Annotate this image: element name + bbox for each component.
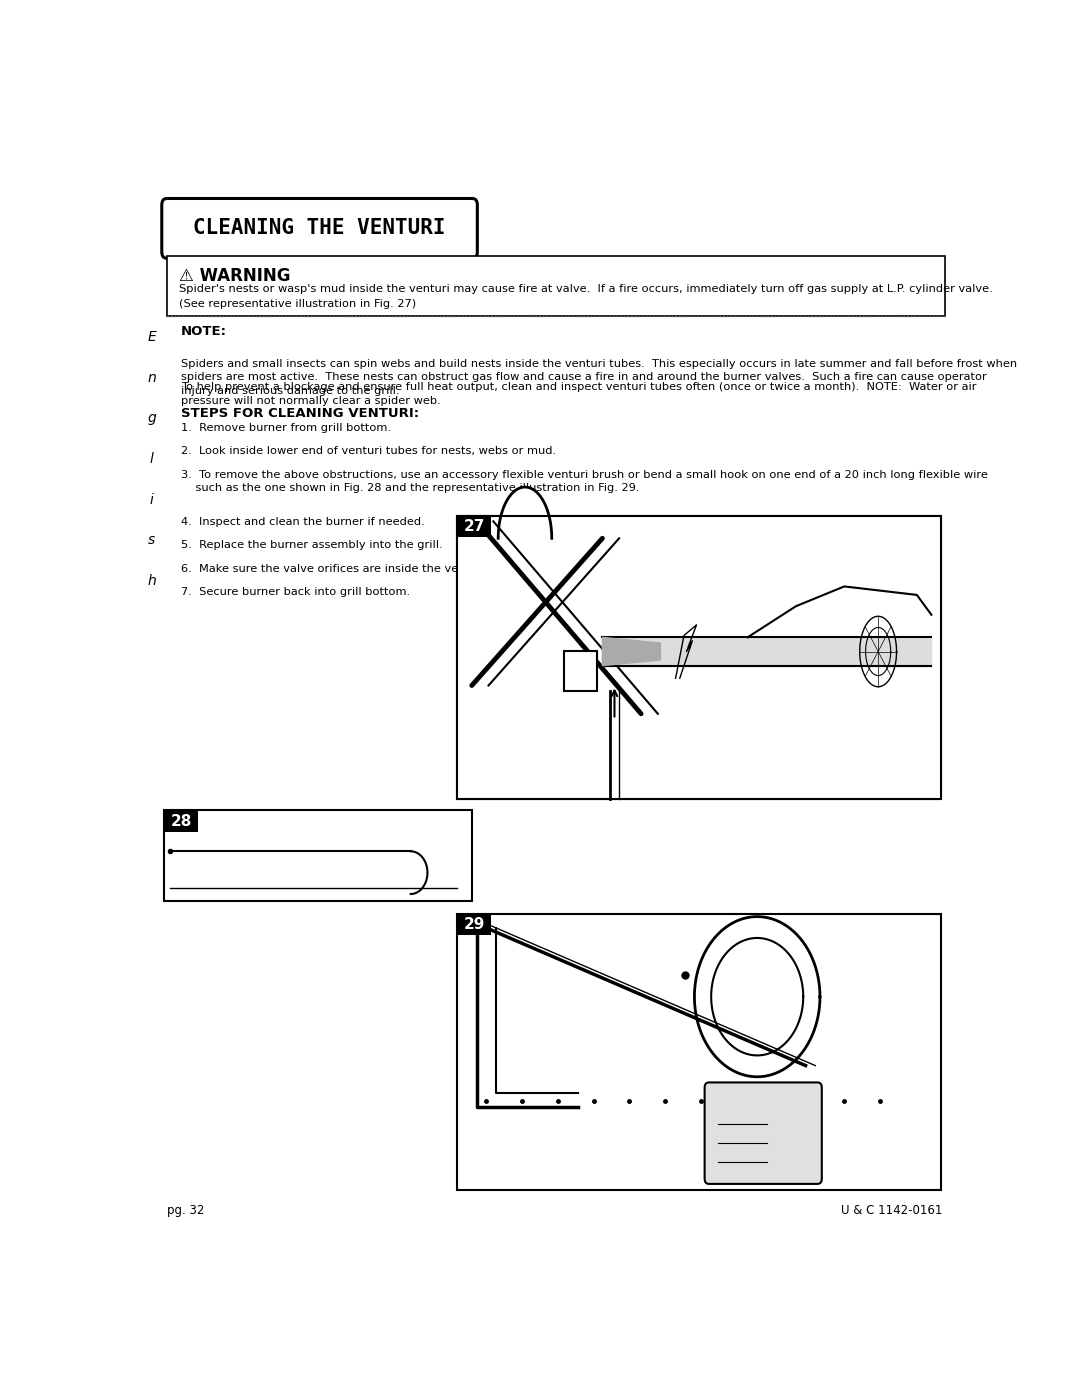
Text: s: s (148, 533, 156, 548)
Text: 6.  Make sure the valve orifices are inside the venturi tubes.: 6. Make sure the valve orifices are insi… (181, 563, 525, 574)
Bar (164, 810, 472, 902)
Text: ⚠ WARNING: ⚠ WARNING (179, 266, 291, 284)
Bar (457, 516, 941, 799)
Bar (457, 914, 490, 935)
Text: i: i (150, 492, 153, 506)
Text: CLEANING THE VENTURI: CLEANING THE VENTURI (193, 218, 446, 239)
Text: NOTE:: NOTE: (181, 325, 227, 337)
FancyBboxPatch shape (704, 1082, 822, 1184)
Text: (See representative illustration in Fig. 27): (See representative illustration in Fig.… (179, 298, 417, 309)
Bar (457, 516, 490, 537)
Bar (457, 914, 941, 1190)
Text: g: g (147, 412, 157, 426)
Bar (457, 516, 490, 537)
Polygon shape (603, 638, 661, 666)
Text: 5.  Replace the burner assembly into the grill.: 5. Replace the burner assembly into the … (181, 541, 443, 551)
Text: 1.  Remove burner from grill bottom.: 1. Remove burner from grill bottom. (181, 423, 391, 433)
Bar (457, 516, 941, 799)
Text: To help prevent a blockage and ensure full heat output, clean and inspect ventur: To help prevent a blockage and ensure fu… (181, 383, 976, 406)
Text: 2.  Look inside lower end of venturi tubes for nests, webs or mud.: 2. Look inside lower end of venturi tube… (181, 447, 556, 456)
Text: l: l (150, 452, 153, 466)
Text: Spiders and small insects can spin webs and build nests inside the venturi tubes: Spiders and small insects can spin webs … (181, 359, 1017, 395)
Text: 3.  To remove the above obstructions, use an accessory flexible venturi brush or: 3. To remove the above obstructions, use… (181, 470, 988, 494)
Text: Spider's nests or wasp's mud inside the venturi may cause fire at valve.  If a f: Spider's nests or wasp's mud inside the … (179, 284, 994, 294)
Text: pg. 32: pg. 32 (166, 1204, 204, 1218)
FancyBboxPatch shape (162, 198, 477, 258)
Bar (564, 651, 597, 691)
Text: h: h (147, 574, 157, 588)
Text: U & C 1142-0161: U & C 1142-0161 (841, 1204, 943, 1218)
Text: n: n (147, 370, 157, 386)
Text: 27: 27 (463, 519, 485, 534)
Text: STEPS FOR CLEANING VENTURI:: STEPS FOR CLEANING VENTURI: (181, 406, 419, 420)
Bar (166, 257, 945, 316)
Text: 28: 28 (171, 814, 192, 828)
Bar (164, 810, 198, 832)
Text: E: E (147, 330, 157, 344)
Text: 4.  Inspect and clean the burner if needed.: 4. Inspect and clean the burner if neede… (181, 517, 424, 527)
Text: 7.  Secure burner back into grill bottom.: 7. Secure burner back into grill bottom. (181, 587, 410, 598)
Text: 29: 29 (463, 917, 485, 932)
Text: 27: 27 (463, 519, 485, 534)
Bar (457, 516, 941, 799)
